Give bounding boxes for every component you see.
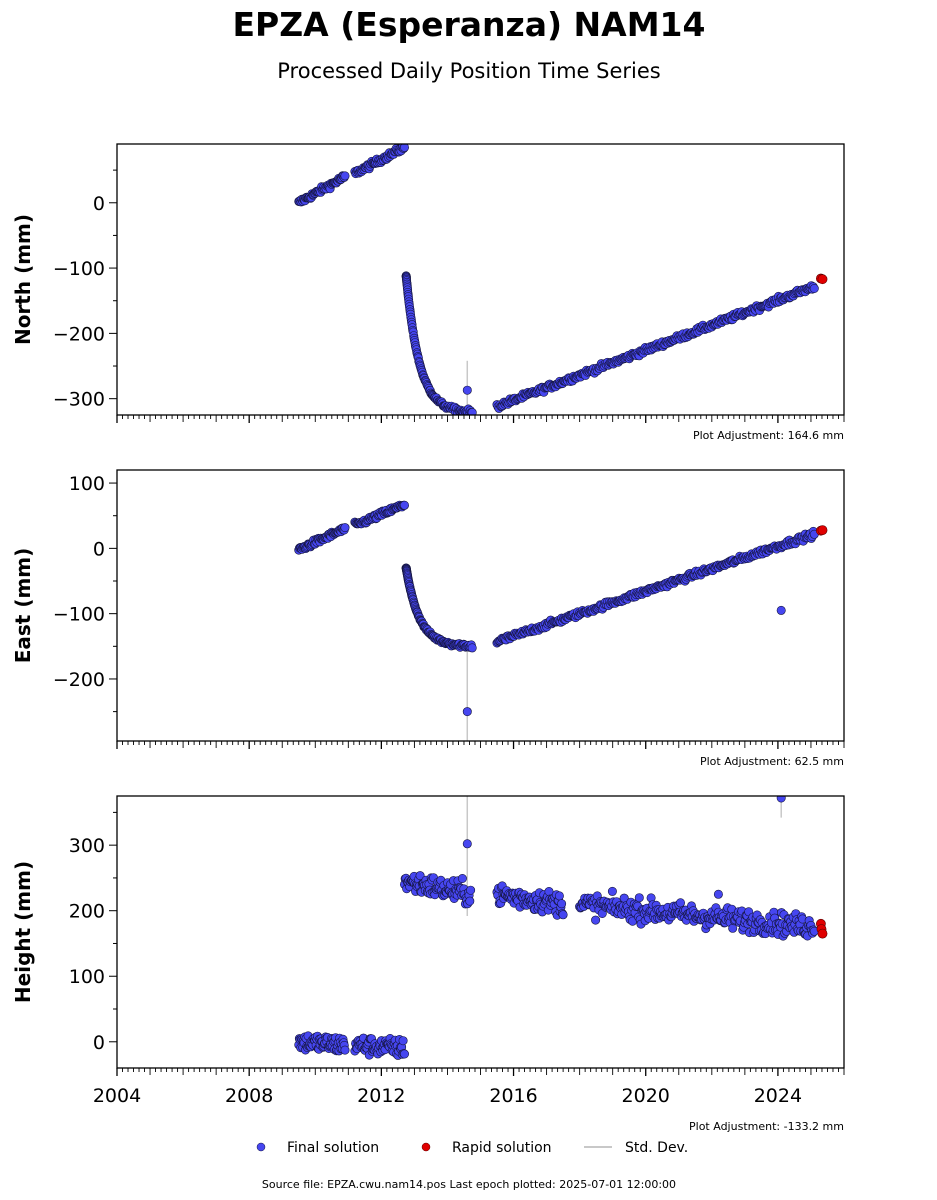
y-tick-label: 300	[69, 835, 105, 857]
data-points	[294, 796, 828, 1060]
data-points	[294, 500, 828, 717]
outlier-point	[462, 839, 472, 849]
final-point	[457, 873, 467, 883]
x-tick-label: 2016	[489, 1085, 537, 1107]
y-tick-label: 100	[69, 966, 105, 988]
y-tick-label: −200	[53, 323, 105, 345]
y-tick-label: −300	[53, 389, 105, 411]
panel-2: 100 0 −100 −200 East (mm) Plot Adjustment: 62…	[11, 469, 845, 768]
panels: 0 −100 −200 −300 North (mm) Plot Adjustment: …	[11, 143, 845, 1133]
rapid-point	[817, 928, 828, 939]
outlier-point	[713, 889, 723, 899]
final-point	[607, 886, 617, 896]
chart-subtitle: Processed Daily Position Time Series	[277, 59, 661, 83]
final-point	[399, 1049, 409, 1059]
outlier-point	[776, 605, 786, 615]
final-point	[557, 899, 567, 909]
x-tick-label: 2020	[622, 1085, 670, 1107]
y-tick-label: 0	[93, 538, 105, 560]
panel-1: 0 −100 −200 −300 North (mm) Plot Adjustment: …	[11, 143, 845, 442]
rapid-point	[817, 525, 828, 535]
y-tick-label: 100	[69, 473, 105, 495]
data-points	[294, 144, 828, 415]
source-line: Source file: EPZA.cwu.nam14.pos Last epo…	[262, 1178, 676, 1191]
final-point	[398, 1036, 408, 1046]
legend-rapid-label: Rapid solution	[452, 1140, 552, 1156]
final-point	[467, 408, 477, 415]
y-tick-label: −100	[53, 258, 105, 280]
y-tick-label: 200	[69, 901, 105, 923]
panel-3: 300 200 100 0 Height (mm) Plot Adjustment: -1…	[11, 795, 845, 1133]
final-point	[809, 283, 819, 293]
final-point	[340, 523, 350, 533]
final-point	[591, 915, 601, 925]
final-point	[466, 885, 476, 895]
final-point	[467, 643, 477, 653]
outlier-point	[462, 707, 472, 717]
y-axis-label: North (mm)	[11, 214, 35, 345]
y-axis-label: Height (mm)	[11, 861, 35, 1003]
final-point	[400, 144, 409, 152]
plot-adjustment: Plot Adjustment: 62.5 mm	[700, 755, 844, 768]
legend-final-label: Final solution	[287, 1140, 379, 1156]
y-tick-label: −200	[53, 669, 105, 691]
final-point	[399, 500, 409, 510]
x-tick-label: 2008	[225, 1085, 273, 1107]
plot-frame	[116, 469, 845, 742]
legend-rapid-marker	[421, 1142, 431, 1152]
chart-title: EPZA (Esperanza) NAM14	[233, 5, 706, 44]
final-point	[728, 923, 738, 933]
legend-std-label: Std. Dev.	[625, 1140, 688, 1156]
legend: Final solution Rapid solution Std. Dev.	[256, 1140, 688, 1156]
plot-frame	[116, 143, 845, 416]
final-point	[634, 893, 644, 903]
final-point	[415, 871, 425, 881]
final-point	[340, 171, 350, 181]
x-tick-label: 2012	[357, 1085, 405, 1107]
legend-final-marker	[256, 1142, 266, 1152]
outlier-point	[776, 796, 786, 803]
y-axis-label: East (mm)	[11, 548, 35, 664]
plot-adjustment: Plot Adjustment: 164.6 mm	[693, 429, 844, 442]
x-tick-label: 2024	[754, 1085, 802, 1107]
y-tick-label: 0	[93, 1032, 105, 1054]
rapid-point	[817, 274, 828, 285]
final-point	[554, 891, 564, 901]
y-tick-label: 0	[93, 193, 105, 215]
y-tick-label: −100	[53, 604, 105, 626]
final-point	[558, 910, 568, 920]
x-tick-label: 2004	[93, 1085, 141, 1107]
final-point	[340, 1045, 350, 1055]
outlier-point	[462, 385, 472, 395]
plot-adjustment: Plot Adjustment: -133.2 mm	[689, 1120, 844, 1133]
final-point	[675, 898, 685, 908]
final-point	[465, 896, 475, 906]
